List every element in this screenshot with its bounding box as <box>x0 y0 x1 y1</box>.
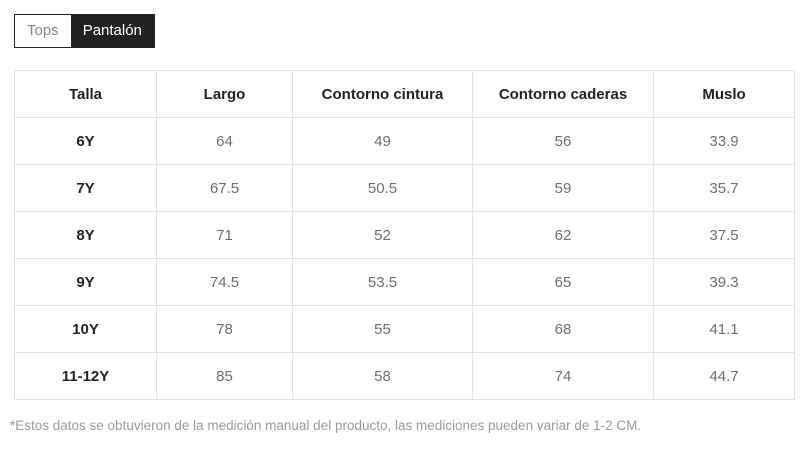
table-row: 8Y 71 52 62 37.5 <box>14 211 795 259</box>
cintura-cell: 58 <box>292 352 473 400</box>
table-row: 7Y 67.5 50.5 59 35.7 <box>14 164 795 212</box>
caderas-cell: 62 <box>472 211 654 259</box>
column-header-contorno-caderas: Contorno caderas <box>472 70 654 118</box>
largo-cell: 71 <box>156 211 293 259</box>
cintura-cell: 55 <box>292 305 473 353</box>
table-row: 9Y 74.5 53.5 65 39.3 <box>14 258 795 306</box>
size-cell: 11-12Y <box>14 352 157 400</box>
cintura-cell: 52 <box>292 211 473 259</box>
caderas-cell: 68 <box>472 305 654 353</box>
caderas-cell: 65 <box>472 258 654 306</box>
muslo-cell: 44.7 <box>653 352 795 400</box>
tab-tops[interactable]: Tops <box>15 15 71 47</box>
size-cell: 8Y <box>14 211 157 259</box>
cintura-cell: 53.5 <box>292 258 473 306</box>
cintura-cell: 49 <box>292 117 473 165</box>
largo-cell: 78 <box>156 305 293 353</box>
caderas-cell: 56 <box>472 117 654 165</box>
muslo-cell: 35.7 <box>653 164 795 212</box>
largo-cell: 85 <box>156 352 293 400</box>
largo-cell: 64 <box>156 117 293 165</box>
tab-pantalon[interactable]: Pantalón <box>70 15 154 47</box>
size-cell: 9Y <box>14 258 157 306</box>
size-chart-panel: Tops Pantalón Talla Largo Contorno cintu… <box>10 14 795 433</box>
column-header-contorno-cintura: Contorno cintura <box>292 70 473 118</box>
size-cell: 6Y <box>14 117 157 165</box>
table-row: 6Y 64 49 56 33.9 <box>14 117 795 165</box>
size-cell: 10Y <box>14 305 157 353</box>
muslo-cell: 37.5 <box>653 211 795 259</box>
caderas-cell: 59 <box>472 164 654 212</box>
size-measurements-table: Talla Largo Contorno cintura Contorno ca… <box>14 70 795 400</box>
size-cell: 7Y <box>14 164 157 212</box>
table-header-row: Talla Largo Contorno cintura Contorno ca… <box>14 70 795 118</box>
size-chart-tabs: Tops Pantalón <box>14 14 155 48</box>
column-header-muslo: Muslo <box>653 70 795 118</box>
table-row: 11-12Y 85 58 74 44.7 <box>14 352 795 400</box>
column-header-talla: Talla <box>14 70 157 118</box>
muslo-cell: 33.9 <box>653 117 795 165</box>
cintura-cell: 50.5 <box>292 164 473 212</box>
column-header-largo: Largo <box>156 70 293 118</box>
measurement-disclaimer: *Estos datos se obtuvieron de la medició… <box>10 418 642 433</box>
muslo-cell: 39.3 <box>653 258 795 306</box>
caderas-cell: 74 <box>472 352 654 400</box>
table-row: 10Y 78 55 68 41.1 <box>14 305 795 353</box>
largo-cell: 67.5 <box>156 164 293 212</box>
largo-cell: 74.5 <box>156 258 293 306</box>
muslo-cell: 41.1 <box>653 305 795 353</box>
